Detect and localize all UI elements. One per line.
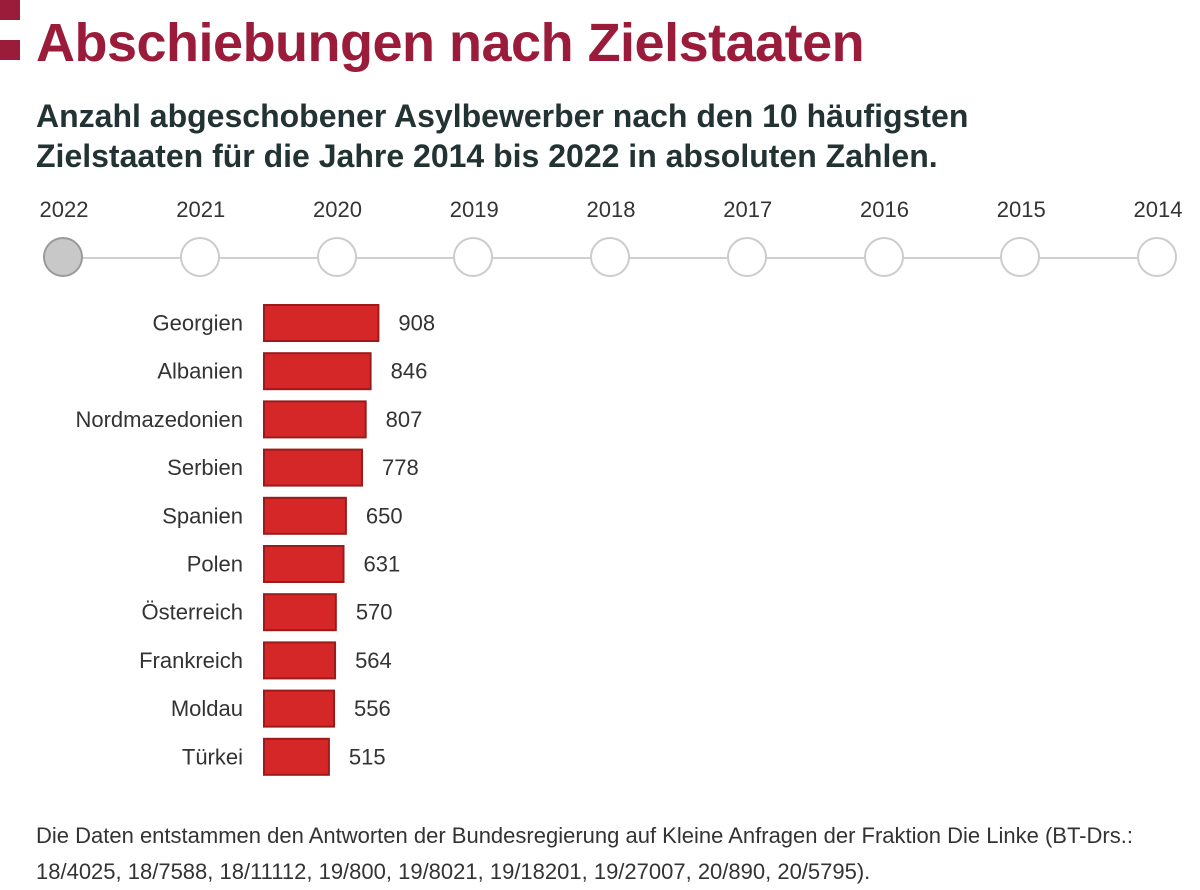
- timeline-dot[interactable]: [453, 237, 494, 277]
- timeline-dot[interactable]: [590, 237, 630, 277]
- bar-chart-svg: Georgien 908 Albanien 846 Nordmazedonien 807 S…: [75, 304, 435, 776]
- timeline-year-label: 2015: [996, 197, 1046, 222]
- timeline-step-2015[interactable]: 2015: [976, 190, 1066, 277]
- timeline-year-label: 2018: [586, 197, 636, 222]
- timeline-dot[interactable]: [179, 237, 220, 277]
- bar: [263, 496, 347, 535]
- timeline-step-2020[interactable]: 2020: [293, 190, 383, 277]
- category-label: Moldau: [171, 696, 243, 721]
- timeline-year-label: 2014: [1133, 197, 1183, 222]
- category-label: Albanien: [157, 359, 243, 384]
- value-label: 846: [391, 359, 428, 384]
- category-label: Spanien: [162, 503, 243, 528]
- timeline-step-2014[interactable]: 2014: [1113, 190, 1200, 277]
- category-label: Georgien: [152, 311, 243, 336]
- category-label: Türkei: [182, 744, 243, 769]
- timeline-step-2017[interactable]: 2017: [703, 190, 793, 277]
- value-label: 778: [382, 455, 419, 480]
- category-label: Frankreich: [139, 648, 243, 673]
- category-label: Polen: [187, 552, 243, 577]
- timeline-year-label: 2016: [860, 197, 909, 222]
- category-label: Serbien: [167, 455, 243, 480]
- timeline-step-2021[interactable]: 2021: [156, 190, 246, 277]
- bar: [263, 545, 345, 583]
- timeline-dot[interactable]: [316, 237, 357, 277]
- bar: [263, 448, 364, 487]
- timeline-dot[interactable]: [726, 237, 767, 277]
- bar: [263, 304, 380, 342]
- timeline-year-label: 2022: [39, 197, 89, 222]
- category-label: Österreich: [142, 600, 243, 625]
- timeline-dot[interactable]: [863, 237, 904, 277]
- timeline-step-2019[interactable]: 2019: [429, 190, 519, 277]
- timeline-step-2022[interactable]: 2022: [19, 190, 109, 277]
- value-label: 908: [398, 311, 435, 336]
- brand-mark-bottom: [0, 40, 20, 60]
- value-label: 570: [356, 600, 393, 625]
- year-timeline: 2022 2021 2020 2019 2018 2017 2016 2015 2014: [0, 190, 1200, 290]
- value-label: 515: [349, 744, 386, 769]
- timeline-dot[interactable]: [43, 237, 83, 277]
- bar: [263, 400, 367, 439]
- timeline-year-label: 2019: [449, 197, 499, 222]
- timeline-step-2018[interactable]: 2018: [566, 190, 656, 277]
- bar: [263, 352, 372, 391]
- timeline-dot[interactable]: [1137, 237, 1177, 277]
- chart-subtitle: Anzahl abgeschobener Asylbewerber nach d…: [36, 98, 969, 174]
- value-label: 650: [366, 503, 403, 528]
- timeline-year-label: 2020: [313, 197, 362, 222]
- value-label: 556: [354, 696, 391, 721]
- bar: [263, 689, 336, 728]
- timeline-step-2016[interactable]: 2016: [840, 190, 930, 277]
- bar: [263, 737, 330, 776]
- source-note: Die Daten entstammen den Antworten der B…: [36, 823, 1133, 884]
- value-label: 807: [386, 407, 423, 432]
- timeline-year-label: 2021: [176, 197, 226, 222]
- bar: [263, 641, 337, 680]
- value-label: 631: [364, 552, 401, 577]
- brand-mark-top: [0, 0, 20, 20]
- value-label: 564: [355, 648, 392, 673]
- category-label: Nordmazedonien: [75, 407, 243, 432]
- chart-title: Abschiebungen nach Zielstaaten: [36, 13, 865, 73]
- timeline-dot[interactable]: [1000, 237, 1041, 277]
- bar: [263, 593, 337, 632]
- bar-chart: Georgien 908 Albanien 846 Nordmazedonien 807 S…: [0, 298, 1200, 788]
- timeline-year-label: 2017: [723, 197, 773, 222]
